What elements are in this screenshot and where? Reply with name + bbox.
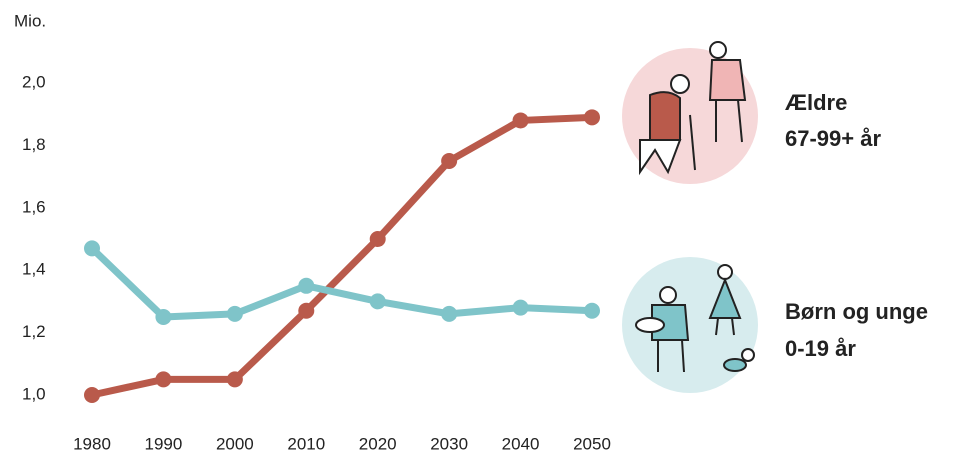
x-tick-label: 2000 [216,434,254,453]
x-tick-label: 1990 [145,434,183,453]
series-line [91,113,593,399]
point [584,109,600,126]
x-tick-label: 2030 [430,434,468,453]
point [441,305,458,322]
x-tick-label: 1980 [73,434,111,453]
point [155,371,172,388]
point [226,371,243,388]
y-tick-label: 1,4 [22,260,46,279]
legend-label: Ældre [785,90,847,115]
icon-children [622,257,758,393]
point [512,299,529,316]
point [512,112,529,129]
y-tick-label: 1,0 [22,384,46,403]
point [369,293,386,310]
point [369,231,386,247]
point [298,277,315,294]
legend-sublabel: 0-19 år [785,336,856,361]
x-tick-label: 2020 [359,434,397,453]
legend-label: Børn og unge [785,299,928,324]
y-tick-label: 1,8 [22,135,46,154]
legend-sublabel: 67-99+ år [785,126,881,151]
point [298,302,315,319]
series-line [89,245,593,321]
point [84,240,100,257]
point [155,309,172,325]
point [441,153,458,169]
x-tick-label: 2010 [287,434,325,453]
y-tick-label: 1,6 [22,197,46,216]
y-unit: Mio. [14,11,46,30]
point [226,305,243,322]
icon-elderly [622,41,758,184]
x-tick-label: 2050 [573,434,611,453]
y-tick-label: 2,0 [22,72,46,91]
point [584,302,600,319]
y-tick-label: 1,2 [22,322,46,341]
x-tick-label: 2040 [502,434,540,453]
point [84,387,100,403]
